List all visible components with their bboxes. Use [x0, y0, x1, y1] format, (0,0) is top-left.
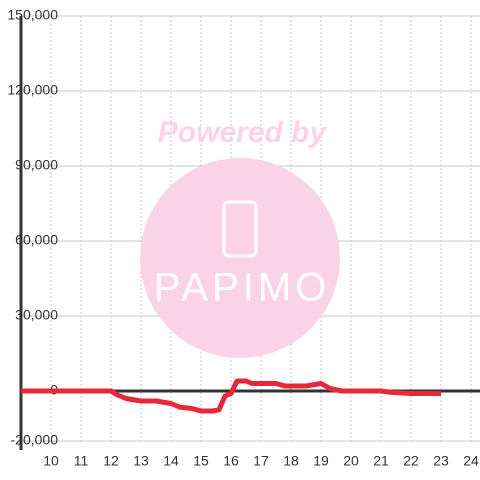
y-tick-label: 120,000: [7, 82, 58, 98]
x-tick-label: 13: [133, 453, 149, 469]
y-tick-label: 150,000: [7, 7, 58, 23]
y-tick-label: -20,000: [11, 432, 59, 448]
x-tick-label: 10: [43, 453, 59, 469]
x-tick-label: 24: [463, 453, 479, 469]
x-tick-label: 17: [253, 453, 269, 469]
x-tick-label: 23: [433, 453, 449, 469]
x-tick-label: 16: [223, 453, 239, 469]
watermark-text: Powered by: [158, 116, 328, 149]
x-tick-label: 15: [193, 453, 209, 469]
watermark-circle: [140, 158, 340, 358]
x-tick-label: 12: [103, 453, 119, 469]
data-line: [21, 378, 441, 414]
x-tick-label: 18: [283, 453, 299, 469]
watermark-text: PAPIMO: [154, 266, 331, 310]
y-tick-label: 90,000: [15, 157, 58, 173]
x-tick-label: 14: [163, 453, 179, 469]
x-tick-label: 21: [373, 453, 389, 469]
x-tick-label: 20: [343, 453, 359, 469]
y-tick-label: 60,000: [15, 232, 58, 248]
x-tick-label: 22: [403, 453, 419, 469]
watermark-icon: [222, 200, 258, 258]
x-tick-label: 11: [74, 453, 89, 469]
x-tick-label: 19: [313, 453, 329, 469]
y-tick-label: 30,000: [15, 307, 58, 323]
